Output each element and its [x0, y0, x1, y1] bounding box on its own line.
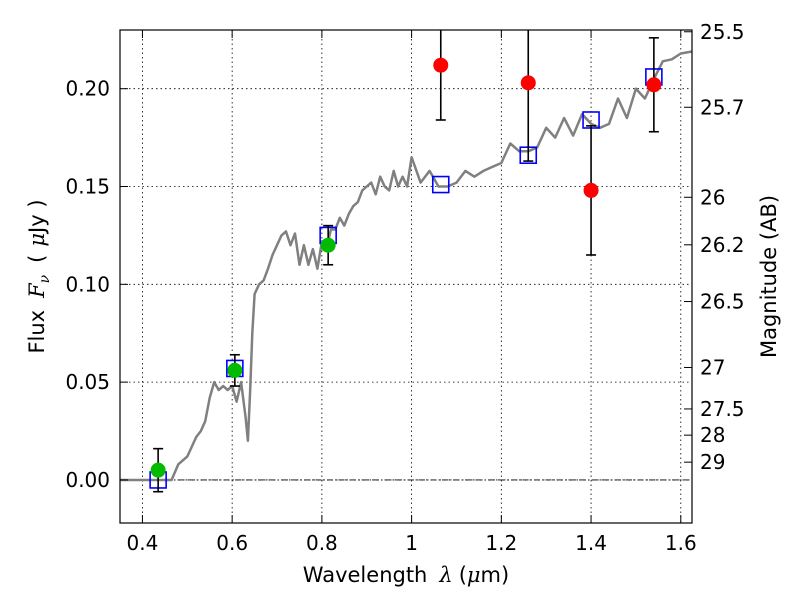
- y-tick-label: 0.15: [65, 175, 110, 199]
- x-tick-label: 1.6: [665, 531, 697, 555]
- plot-frame: [119, 29, 693, 524]
- detection-point: [320, 237, 336, 253]
- nir-measurement-point: [583, 182, 599, 198]
- y2-tick-label: 28: [700, 423, 725, 447]
- axis-ticks: 0.4 0.6 0.8 1 1.2 1.4 1.6 0.00 0.05 0.10 0.15 0.20 2…: [65, 20, 744, 555]
- nir-measurement-point: [433, 57, 449, 73]
- y2-tick-label: 26.2: [700, 233, 745, 257]
- y2-tick-label: 26.5: [700, 290, 745, 314]
- detection-point: [150, 462, 166, 478]
- x-axis-label: Wavelength λ (μm): [303, 563, 509, 587]
- model-spectrum-line: [120, 50, 693, 482]
- x-tick-label: 1.4: [575, 531, 607, 555]
- x-tick-label: 1.2: [485, 531, 517, 555]
- grid: [120, 30, 692, 523]
- y-tick-label: 0.00: [65, 468, 110, 492]
- x-tick-label: 0.8: [306, 531, 338, 555]
- x-tick-label: 0.4: [127, 531, 159, 555]
- data-marks: [149, 30, 663, 493]
- y-tick-label: 0.20: [65, 77, 110, 101]
- y-axis-label: FluxFν(μJy ): [25, 199, 53, 353]
- y-tick-label: 0.05: [65, 370, 110, 394]
- x-tick-label: 1: [405, 531, 418, 555]
- detection-point: [227, 362, 243, 378]
- nir-measurement-point: [646, 77, 662, 93]
- x-tick-label: 0.6: [216, 531, 248, 555]
- nir-measurement-point: [520, 75, 536, 91]
- y2-tick-label: 27: [700, 355, 725, 379]
- y2-tick-label: 25.7: [700, 95, 745, 119]
- model-photometry-point: [431, 175, 450, 194]
- y2-tick-label: 25.5: [700, 20, 745, 44]
- y2-tick-label: 26: [700, 185, 725, 209]
- y2-tick-label: 27.5: [700, 397, 745, 421]
- secondary-y-axis-label: Magnitude (AB): [757, 195, 781, 358]
- y2-tick-label: 29: [700, 450, 725, 474]
- y-tick-label: 0.10: [65, 272, 110, 296]
